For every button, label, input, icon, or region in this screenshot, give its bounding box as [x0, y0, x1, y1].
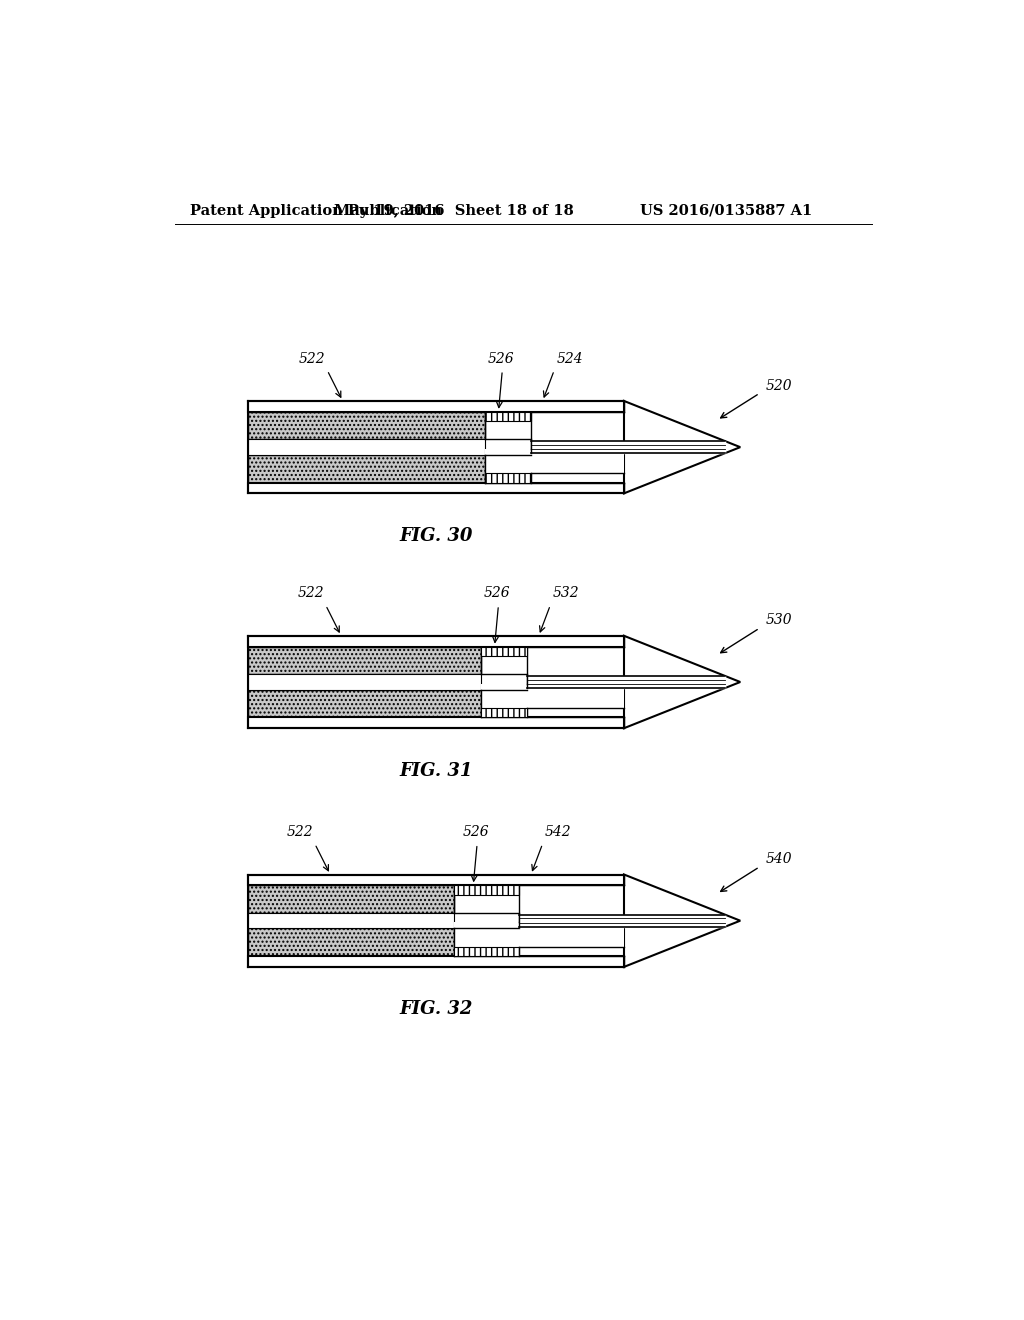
- Bar: [248, 483, 624, 494]
- Bar: [248, 675, 480, 689]
- Bar: [454, 946, 519, 956]
- Text: FIG. 30: FIG. 30: [399, 527, 473, 545]
- Text: 522: 522: [297, 586, 324, 601]
- Polygon shape: [624, 401, 740, 494]
- Text: 522: 522: [287, 825, 313, 840]
- Text: 532: 532: [553, 586, 580, 601]
- Text: May 19, 2016  Sheet 18 of 18: May 19, 2016 Sheet 18 of 18: [334, 203, 573, 218]
- Bar: [248, 647, 480, 675]
- Bar: [248, 636, 624, 647]
- Text: 522: 522: [299, 351, 326, 366]
- Bar: [454, 923, 624, 946]
- Text: 520: 520: [766, 379, 793, 392]
- Bar: [248, 913, 454, 928]
- Bar: [480, 708, 527, 718]
- Text: US 2016/0135887 A1: US 2016/0135887 A1: [640, 203, 812, 218]
- Bar: [480, 684, 624, 708]
- Polygon shape: [624, 636, 740, 729]
- Bar: [248, 886, 454, 913]
- Bar: [454, 886, 519, 895]
- Text: FIG. 32: FIG. 32: [399, 1001, 473, 1018]
- Bar: [248, 455, 484, 483]
- Text: FIG. 31: FIG. 31: [399, 762, 473, 780]
- Text: Patent Application Publication: Patent Application Publication: [190, 203, 442, 218]
- Bar: [484, 474, 531, 483]
- Text: 540: 540: [766, 853, 793, 866]
- Polygon shape: [624, 874, 740, 966]
- Bar: [248, 689, 480, 718]
- Bar: [480, 647, 527, 656]
- Bar: [248, 874, 624, 886]
- Bar: [248, 956, 624, 966]
- Text: 524: 524: [557, 351, 584, 366]
- Bar: [248, 718, 624, 729]
- Bar: [248, 440, 484, 455]
- Text: 530: 530: [766, 614, 793, 627]
- Bar: [248, 412, 484, 440]
- Text: 526: 526: [462, 825, 488, 840]
- Bar: [484, 412, 531, 421]
- Text: 542: 542: [545, 825, 571, 840]
- Bar: [484, 449, 624, 474]
- Text: 526: 526: [487, 351, 514, 366]
- Text: 526: 526: [483, 586, 510, 601]
- Bar: [248, 401, 624, 412]
- Bar: [248, 928, 454, 956]
